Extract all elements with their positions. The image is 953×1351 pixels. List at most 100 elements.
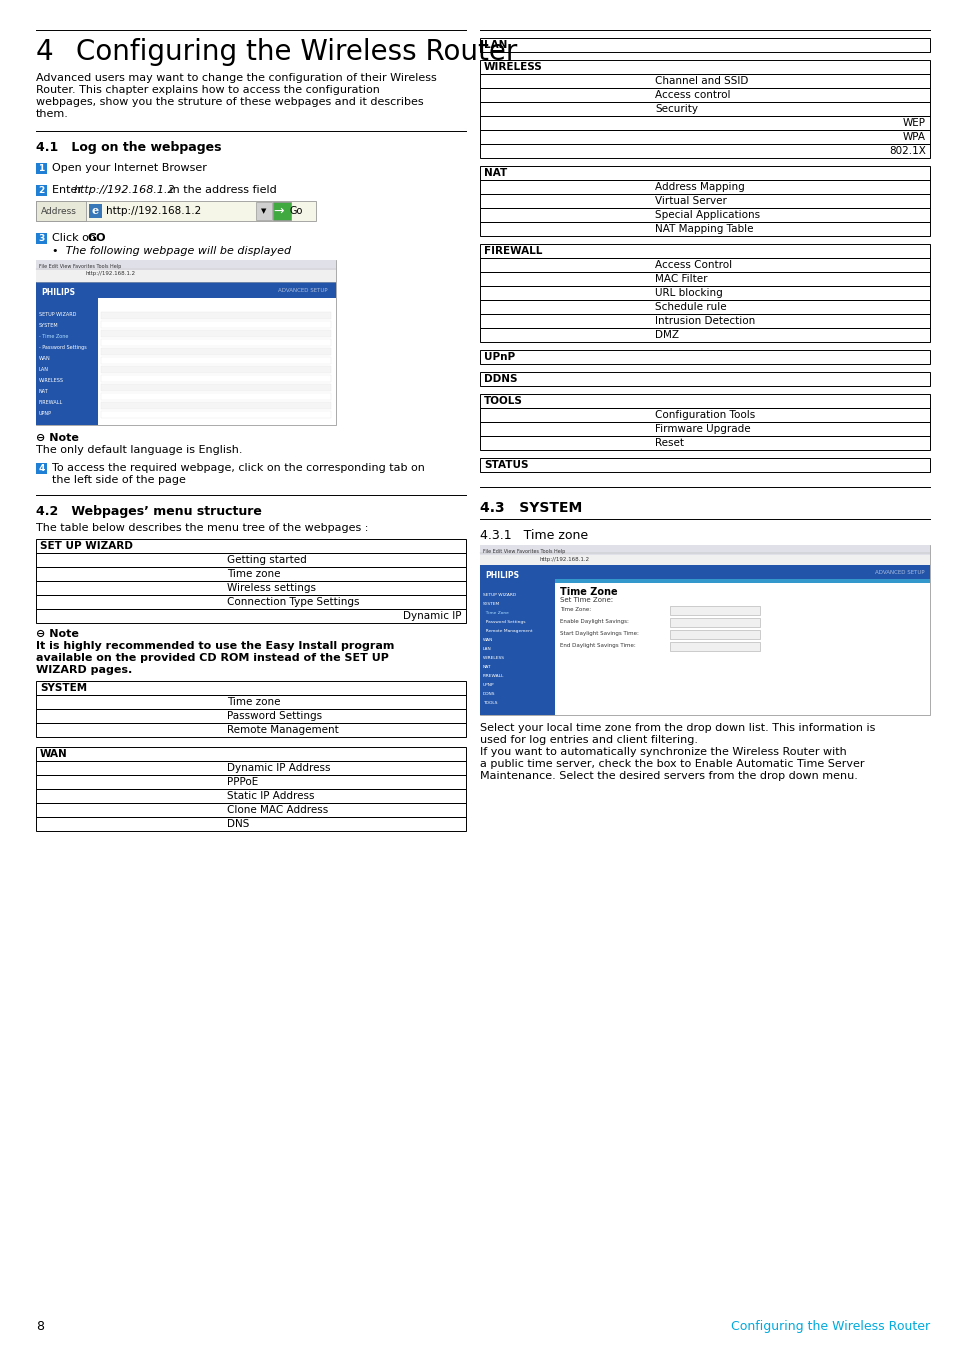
Bar bbox=[101, 411, 331, 417]
Text: File Edit View Favorites Tools Help: File Edit View Favorites Tools Help bbox=[482, 549, 565, 554]
Bar bbox=[844, 581, 924, 590]
Text: WAN: WAN bbox=[39, 357, 51, 361]
Text: MAC Filter: MAC Filter bbox=[655, 274, 707, 284]
Bar bbox=[36, 259, 335, 282]
Text: Remote Management: Remote Management bbox=[482, 630, 532, 634]
Bar bbox=[101, 357, 331, 363]
Text: Password Settings: Password Settings bbox=[227, 711, 322, 721]
Text: Enter: Enter bbox=[52, 185, 86, 195]
Text: Configuring the Wireless Router: Configuring the Wireless Router bbox=[76, 38, 517, 66]
Text: Open your Internet Browser: Open your Internet Browser bbox=[52, 163, 207, 173]
Text: PHILIPS: PHILIPS bbox=[41, 288, 75, 297]
Text: Access control: Access control bbox=[655, 91, 730, 100]
Text: 4.3   SYSTEM: 4.3 SYSTEM bbox=[479, 501, 581, 515]
Text: Configuring the Wireless Router: Configuring the Wireless Router bbox=[730, 1320, 929, 1333]
Bar bbox=[273, 203, 291, 220]
Bar bbox=[479, 101, 929, 116]
Text: NAT: NAT bbox=[483, 168, 507, 178]
Bar bbox=[101, 322, 331, 328]
Bar bbox=[101, 330, 331, 336]
Text: Reset: Reset bbox=[655, 438, 683, 449]
Text: TOOLS: TOOLS bbox=[483, 396, 522, 407]
Bar bbox=[479, 130, 929, 145]
Text: PPPoE: PPPoE bbox=[227, 777, 258, 788]
Bar bbox=[36, 761, 465, 775]
Text: Password Settings: Password Settings bbox=[482, 620, 525, 624]
Text: 4.3.1   Time zone: 4.3.1 Time zone bbox=[479, 530, 587, 542]
Text: 4.1   Log on the webpages: 4.1 Log on the webpages bbox=[36, 141, 221, 154]
Text: http://192.168.1.2: http://192.168.1.2 bbox=[74, 185, 175, 195]
Text: Click on: Click on bbox=[52, 232, 99, 243]
Bar bbox=[36, 539, 465, 553]
Text: webpages, show you the struture of these webpages and it describes: webpages, show you the struture of these… bbox=[36, 97, 423, 107]
Text: http://192.168.1.2: http://192.168.1.2 bbox=[86, 272, 136, 277]
Bar bbox=[479, 408, 929, 422]
Text: Time zone: Time zone bbox=[227, 569, 280, 580]
Text: SYSTEM: SYSTEM bbox=[40, 684, 87, 693]
Text: DNS: DNS bbox=[227, 819, 249, 830]
Text: WPA: WPA bbox=[902, 132, 925, 142]
Text: Channel and SSID: Channel and SSID bbox=[655, 76, 747, 86]
Text: WEP: WEP bbox=[902, 118, 925, 128]
Text: Firmware Upgrade: Firmware Upgrade bbox=[655, 424, 750, 434]
Bar bbox=[36, 775, 465, 789]
Bar bbox=[555, 580, 929, 584]
Text: WIZARD pages.: WIZARD pages. bbox=[36, 665, 132, 676]
Bar bbox=[479, 74, 929, 88]
Text: - Password Settings: - Password Settings bbox=[39, 345, 87, 350]
Text: ADVANCED SETUP: ADVANCED SETUP bbox=[875, 570, 924, 574]
Text: Select your local time zone from the drop down list. This information is: Select your local time zone from the dro… bbox=[479, 723, 875, 734]
Bar bbox=[479, 116, 929, 130]
Bar bbox=[479, 436, 929, 450]
Bar bbox=[479, 544, 929, 715]
Text: File Edit View Favorites Tools Help: File Edit View Favorites Tools Help bbox=[39, 263, 121, 269]
Bar bbox=[669, 630, 760, 639]
Bar bbox=[89, 204, 102, 218]
Bar bbox=[101, 312, 331, 319]
Text: •  The following webpage will be displayed: • The following webpage will be displaye… bbox=[52, 246, 291, 255]
Text: PHILIPS: PHILIPS bbox=[484, 571, 518, 580]
Text: Intrusion Detection: Intrusion Detection bbox=[655, 316, 755, 326]
Bar bbox=[36, 259, 335, 426]
Text: Time Zone: Time Zone bbox=[559, 586, 617, 597]
Bar bbox=[479, 245, 929, 258]
Bar bbox=[479, 258, 929, 272]
Text: DDNS: DDNS bbox=[482, 692, 495, 696]
Text: If you want to automatically synchronize the Wireless Router with: If you want to automatically synchronize… bbox=[479, 747, 846, 757]
Bar bbox=[36, 232, 47, 245]
Text: a public time server, check the box to Enable Automatic Time Server: a public time server, check the box to E… bbox=[479, 759, 863, 769]
Text: NAT Mapping Table: NAT Mapping Table bbox=[655, 224, 753, 234]
Bar bbox=[479, 272, 929, 286]
Text: Connection Type Settings: Connection Type Settings bbox=[227, 597, 359, 607]
Text: ADVANCED SETUP: ADVANCED SETUP bbox=[278, 288, 328, 293]
Text: Static IP Address: Static IP Address bbox=[227, 790, 314, 801]
Bar bbox=[479, 372, 929, 386]
Text: Remote Management: Remote Management bbox=[227, 725, 338, 735]
Bar bbox=[36, 553, 465, 567]
Text: UPnP: UPnP bbox=[483, 353, 515, 362]
Text: WAN: WAN bbox=[40, 748, 68, 759]
Text: WAN: WAN bbox=[482, 638, 493, 642]
Text: 2: 2 bbox=[38, 186, 45, 195]
Bar bbox=[101, 366, 331, 373]
Bar bbox=[36, 681, 465, 694]
Text: TOOLS: TOOLS bbox=[482, 701, 497, 705]
Bar bbox=[669, 607, 760, 615]
Bar bbox=[479, 88, 929, 101]
Text: Advanced users may want to change the configuration of their Wireless: Advanced users may want to change the co… bbox=[36, 73, 436, 82]
Bar bbox=[479, 394, 929, 408]
Text: FIREWALL: FIREWALL bbox=[482, 674, 504, 678]
Text: available on the provided CD ROM instead of the SET UP: available on the provided CD ROM instead… bbox=[36, 653, 389, 663]
Bar bbox=[101, 349, 331, 355]
Text: ⊖ Note: ⊖ Note bbox=[36, 434, 79, 443]
Text: Help  Reboot  Logout: Help Reboot Logout bbox=[882, 584, 924, 586]
Bar bbox=[255, 203, 272, 220]
Bar bbox=[36, 802, 465, 817]
Text: LAN: LAN bbox=[483, 41, 507, 50]
Bar bbox=[36, 282, 98, 426]
Text: - Time Zone: - Time Zone bbox=[39, 334, 69, 339]
Bar bbox=[479, 300, 929, 313]
Text: To access the required webpage, click on the corresponding tab on: To access the required webpage, click on… bbox=[52, 463, 424, 473]
Text: STATUS: STATUS bbox=[483, 459, 528, 470]
Text: The only default language is English.: The only default language is English. bbox=[36, 444, 242, 455]
